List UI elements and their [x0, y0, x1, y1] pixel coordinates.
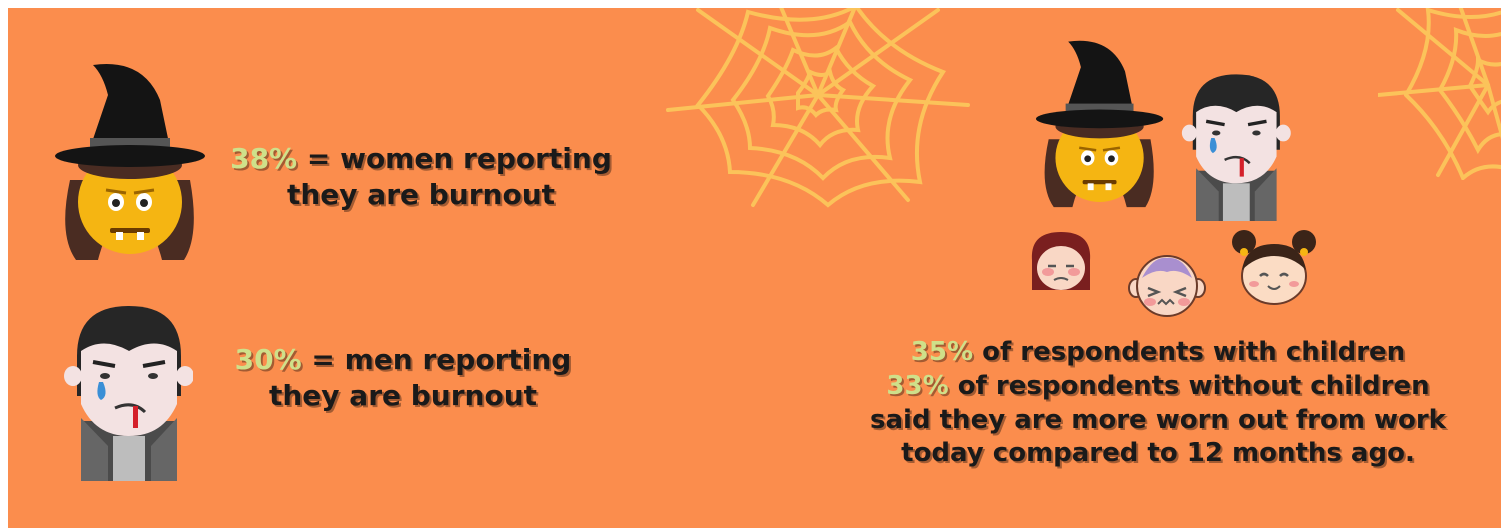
without-children-line: 33% of respondents without children	[886, 370, 1430, 401]
with-children-percent: 35%	[910, 337, 974, 367]
infographic-canvas: 38% = women reporting they are burnout 3…	[8, 8, 1501, 528]
women-stat-line1: 38% = women reporting	[230, 142, 612, 175]
men-stat-line1: 30% = men reporting	[234, 343, 572, 376]
cobweb-icon	[1378, 8, 1501, 180]
witch-icon	[55, 64, 205, 260]
conclusion-line2: today compared to 12 months ago.	[901, 438, 1415, 469]
child-icon	[1232, 230, 1316, 305]
girl-icon	[1031, 232, 1091, 290]
cobweb-icon	[666, 8, 970, 208]
women-stat: 38% = women reporting they are burnout	[226, 141, 616, 213]
vampire-icon	[64, 306, 193, 481]
conclusion-line1: said they are more worn out from work	[870, 404, 1446, 435]
men-stat-line2: they are burnout	[268, 378, 538, 412]
women-stat-line2: they are burnout	[286, 177, 556, 211]
baby-icon	[1128, 255, 1206, 317]
witch-icon	[1035, 40, 1164, 208]
men-stat: 30% = men reporting they are burnout	[218, 342, 588, 414]
children-stat: 35% of respondents with children 33% of …	[848, 336, 1468, 471]
with-children-line: 35% of respondents with children	[910, 337, 1406, 367]
vampire-icon	[1181, 74, 1291, 221]
women-percent: 38%	[230, 142, 298, 175]
without-children-percent: 33%	[886, 370, 949, 401]
men-percent: 30%	[234, 343, 302, 376]
